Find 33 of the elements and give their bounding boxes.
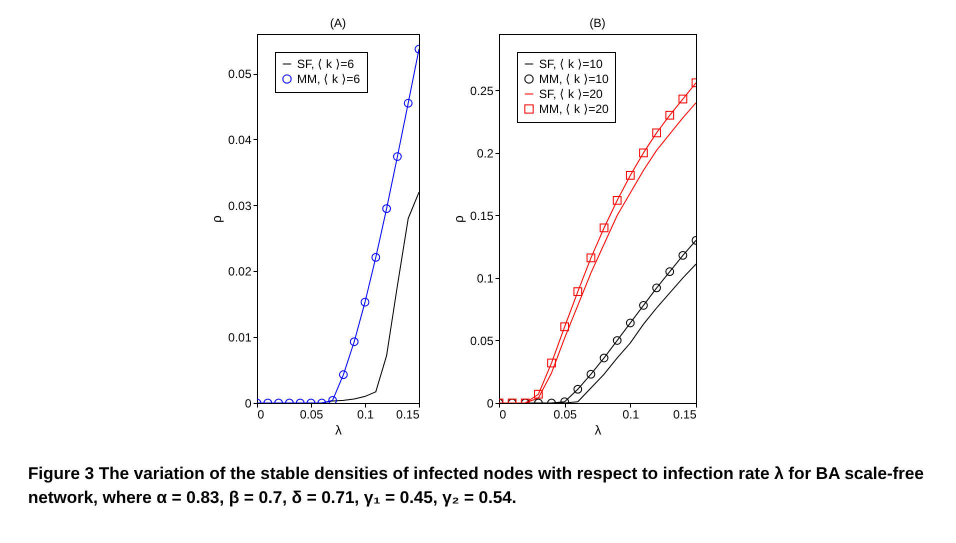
y-axis-title: ρ	[451, 215, 466, 223]
x-tick-label: 0.05	[553, 408, 578, 422]
y-tick-label: 0.04	[228, 132, 252, 147]
caption: Figure 3 The variation of the stable densities of infected nodes with respect to infection rate λ for BA scale-free network, where α = 0.83, β = 0.7, δ = 0.71, γ₁ = 0.45, γ₂ = 0.54.	[28, 463, 925, 509]
y-tick-label: 0.01	[228, 330, 252, 345]
x-tick-label: 0.15	[396, 408, 420, 422]
legend-label: MM, ⟨ k ⟩=10	[539, 72, 610, 86]
y-tick-label: 0.1	[476, 271, 494, 286]
y-tick-label: 0.05	[228, 67, 252, 82]
chart-title: (A)	[330, 16, 346, 30]
legend-label: SF, ⟨ k ⟩=6	[297, 57, 354, 71]
legend-label: SF, ⟨ k ⟩=10	[539, 57, 604, 71]
x-tick-label: 0.1	[357, 408, 374, 422]
legend-label: MM, ⟨ k ⟩=20	[539, 102, 610, 116]
x-axis-title: λ	[335, 422, 342, 438]
y-tick-label: 0.15	[470, 208, 494, 223]
x-tick-label: 0	[258, 408, 264, 422]
x-tick-label: 0.15	[673, 408, 697, 422]
y-tick-label: 0	[486, 396, 494, 410]
y-tick-label: 0.25	[470, 84, 494, 98]
legend-label: MM, ⟨ k ⟩=6	[297, 72, 360, 86]
y-tick-label: 0.05	[470, 334, 494, 348]
x-tick-label: 0.05	[300, 408, 324, 422]
y-tick-label: 0	[244, 396, 252, 410]
legend-label: SF, ⟨ k ⟩=20	[539, 87, 604, 101]
y-tick-label: 0.03	[228, 198, 252, 213]
chart-title: (B)	[590, 16, 606, 30]
x-tick-label: 0.1	[622, 408, 640, 422]
y-tick-label: 0.02	[228, 264, 252, 279]
y-tick-label: 0.2	[476, 146, 494, 160]
y-axis-title: ρ	[209, 215, 224, 223]
x-axis-title: λ	[594, 422, 602, 438]
x-tick-label: 0	[500, 408, 506, 422]
